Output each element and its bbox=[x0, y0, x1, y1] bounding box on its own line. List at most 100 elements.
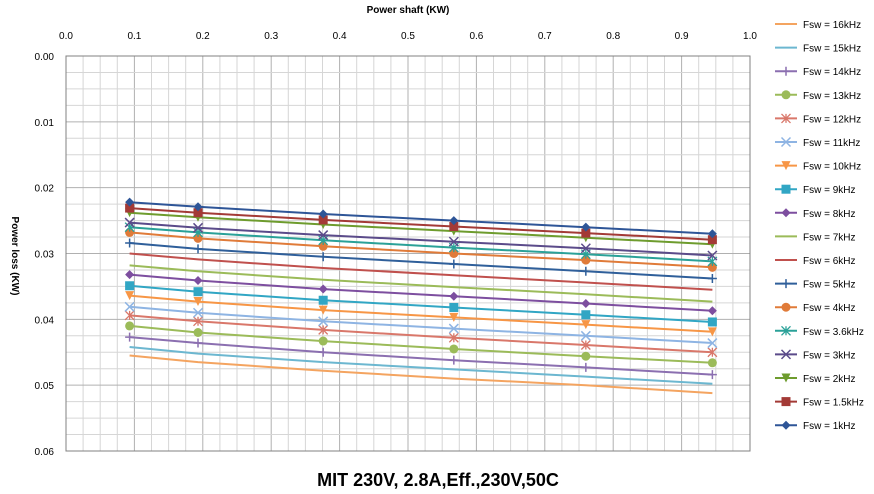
legend-label: Fsw = 2kHz bbox=[803, 374, 856, 385]
legend-label: Fsw = 16kHz bbox=[803, 20, 861, 31]
data-point bbox=[581, 299, 591, 309]
x-tick-label: 0.5 bbox=[401, 31, 415, 42]
data-point bbox=[124, 301, 135, 312]
data-point bbox=[581, 351, 591, 361]
series-line bbox=[129, 273, 713, 312]
data-point bbox=[318, 252, 328, 262]
data-point bbox=[707, 370, 717, 380]
data-point bbox=[193, 275, 203, 285]
y-tick-label: 0.02 bbox=[35, 184, 55, 195]
series-17 bbox=[125, 203, 717, 245]
series-line bbox=[129, 264, 713, 303]
legend-marker bbox=[781, 208, 791, 218]
legend-entry: Fsw = 10kHz bbox=[775, 161, 861, 173]
legend-marker bbox=[781, 302, 791, 312]
x-tick-label: 0.7 bbox=[538, 31, 552, 42]
x-tick-labels: 0.0 0.1 0.2 0.3 0.4 0.5 0.6 0.7 0.8 0.9 1.0 bbox=[59, 31, 757, 42]
data-point bbox=[581, 228, 591, 238]
y-tick-label: 0.04 bbox=[35, 315, 55, 326]
series-line bbox=[129, 324, 713, 364]
chart-title: MIT 230V, 2.8A,Eff.,230V,50C bbox=[317, 470, 559, 490]
series-line bbox=[129, 201, 713, 235]
x-tick-label: 0.9 bbox=[675, 31, 689, 42]
series-11 bbox=[129, 252, 713, 291]
series-5 bbox=[124, 310, 718, 358]
legend-marker bbox=[780, 349, 792, 360]
data-point bbox=[707, 358, 717, 368]
y-tick-label: 0.05 bbox=[35, 381, 55, 392]
legend-label: Fsw = 3kHz bbox=[803, 350, 856, 361]
data-point bbox=[449, 291, 459, 301]
data-point bbox=[707, 327, 717, 337]
x-tick-label: 0.0 bbox=[59, 31, 73, 42]
legend-entry: Fsw = 8kHz bbox=[775, 208, 856, 220]
data-point bbox=[318, 284, 328, 294]
data-point bbox=[581, 222, 591, 232]
series-6 bbox=[124, 301, 718, 349]
data-point bbox=[318, 316, 329, 327]
legend-marker bbox=[781, 184, 791, 194]
legend-label: Fsw = 6kHz bbox=[803, 256, 856, 267]
data-point bbox=[449, 344, 459, 354]
y-tick-label: 0.01 bbox=[35, 118, 55, 129]
y-tick-label: 0.03 bbox=[35, 250, 55, 261]
legend-label: Fsw = 15kHz bbox=[803, 44, 861, 55]
legend-label: Fsw = 7kHz bbox=[803, 232, 856, 243]
data-point bbox=[449, 302, 459, 312]
series-line bbox=[129, 336, 713, 376]
data-point bbox=[581, 310, 591, 320]
legend-label: Fsw = 9kHz bbox=[803, 185, 856, 196]
data-point bbox=[580, 330, 591, 341]
data-point bbox=[449, 249, 459, 258]
series-line bbox=[129, 314, 713, 354]
data-point bbox=[581, 362, 591, 372]
legend-entry: Fsw = 4kHz bbox=[775, 302, 856, 314]
legend-label: Fsw = 14kHz bbox=[803, 67, 861, 78]
data-point bbox=[707, 317, 717, 327]
data-point bbox=[193, 244, 203, 254]
series-line bbox=[129, 346, 713, 385]
series-line bbox=[129, 226, 713, 263]
series-2 bbox=[129, 346, 713, 385]
series-13 bbox=[125, 227, 717, 272]
data-point bbox=[448, 236, 459, 247]
data-point bbox=[318, 209, 328, 219]
data-point bbox=[449, 259, 459, 269]
series-line bbox=[129, 231, 713, 269]
legend-label: Fsw = 12kHz bbox=[803, 114, 861, 125]
data-point bbox=[193, 328, 203, 337]
data-point bbox=[318, 295, 328, 305]
series-line bbox=[129, 242, 713, 280]
legend-marker bbox=[781, 90, 791, 100]
data-point bbox=[193, 208, 203, 218]
legend-label: Fsw = 4kHz bbox=[803, 303, 856, 314]
data-point bbox=[125, 238, 135, 248]
series-9 bbox=[125, 270, 717, 316]
series-group bbox=[124, 197, 718, 395]
series-line bbox=[129, 294, 713, 333]
y-axis-label: Power loss (KW) bbox=[9, 217, 20, 296]
legend-label: Fsw = 3.6kHz bbox=[803, 327, 864, 338]
data-point bbox=[449, 222, 459, 232]
data-point bbox=[449, 216, 459, 226]
legend-label: Fsw = 13kHz bbox=[803, 91, 861, 102]
series-line bbox=[129, 252, 713, 291]
series-3 bbox=[125, 332, 717, 380]
series-8 bbox=[125, 281, 717, 327]
legend-entry: Fsw = 3.6kHz bbox=[775, 325, 864, 338]
data-point bbox=[580, 340, 591, 350]
series-7 bbox=[125, 291, 717, 337]
data-point bbox=[318, 241, 328, 251]
legend-label: Fsw = 1.5kHz bbox=[803, 398, 864, 409]
data-point bbox=[318, 215, 328, 225]
data-point bbox=[125, 321, 135, 331]
data-point bbox=[192, 307, 204, 318]
legend-entry: Fsw = 1.5kHz bbox=[775, 397, 864, 409]
data-point bbox=[707, 274, 717, 284]
data-point bbox=[707, 306, 717, 316]
x-tick-label: 0.6 bbox=[469, 31, 483, 42]
x-tick-label: 0.8 bbox=[606, 31, 620, 42]
data-point bbox=[318, 230, 329, 241]
series-15 bbox=[124, 217, 718, 261]
y-tick-label: 0.06 bbox=[35, 447, 55, 458]
